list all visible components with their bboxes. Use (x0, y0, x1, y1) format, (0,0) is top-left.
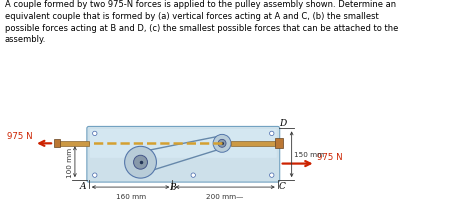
Circle shape (269, 173, 274, 177)
Text: 160 mm: 160 mm (116, 193, 146, 199)
Circle shape (125, 147, 157, 178)
Text: 975 N: 975 N (6, 131, 32, 140)
Text: 200 mm—: 200 mm— (207, 193, 244, 199)
Circle shape (134, 155, 147, 169)
Text: B: B (169, 182, 176, 191)
Bar (54, 140, 60, 148)
Bar (275, 139, 283, 149)
Text: 975 N: 975 N (317, 152, 343, 161)
Text: D: D (279, 119, 286, 128)
Text: C: C (279, 181, 286, 190)
Bar (231, 141, 275, 146)
Text: 100 mm: 100 mm (67, 147, 73, 177)
Circle shape (92, 132, 97, 136)
Circle shape (218, 140, 226, 148)
Text: A: A (79, 181, 86, 190)
Circle shape (92, 173, 97, 177)
Circle shape (213, 135, 231, 153)
FancyBboxPatch shape (90, 129, 277, 158)
Bar (59, 141, 89, 146)
FancyBboxPatch shape (87, 127, 280, 182)
Circle shape (269, 132, 274, 136)
Text: A couple formed by two 975-N forces is applied to the pulley assembly shown. Det: A couple formed by two 975-N forces is a… (5, 0, 398, 44)
Text: 150 mm: 150 mm (294, 152, 324, 157)
Circle shape (191, 173, 195, 177)
